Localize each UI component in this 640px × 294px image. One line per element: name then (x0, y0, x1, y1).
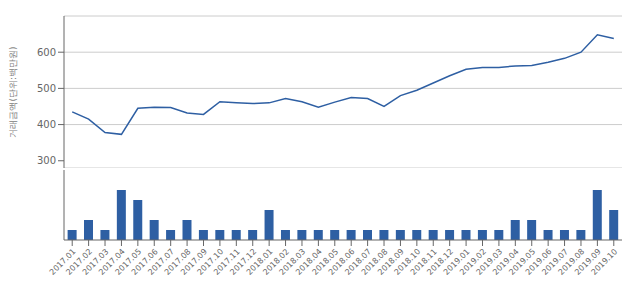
svg-text:2019.05: 2019.05 (507, 247, 538, 277)
svg-text:300: 300 (37, 155, 56, 166)
svg-text:2018.02: 2018.02 (261, 247, 291, 277)
svg-text:2019.03: 2019.03 (474, 247, 505, 277)
svg-text:2018.03: 2018.03 (277, 247, 308, 277)
svg-text:2017.09: 2017.09 (179, 247, 209, 277)
svg-text:2017.12: 2017.12 (228, 247, 259, 277)
svg-text:2019.04: 2019.04 (491, 247, 521, 277)
svg-text:2018.04: 2018.04 (294, 247, 324, 277)
svg-text:2017.07: 2017.07 (146, 247, 177, 277)
svg-text:500: 500 (37, 83, 56, 94)
svg-text:2017.10: 2017.10 (195, 247, 226, 277)
svg-text:2018.01: 2018.01 (244, 247, 275, 277)
svg-text:2017.03: 2017.03 (80, 247, 111, 277)
svg-text:2018.08: 2018.08 (359, 247, 390, 277)
svg-text:2019.07: 2019.07 (540, 247, 570, 277)
svg-text:400: 400 (37, 119, 56, 130)
svg-text:2019.01: 2019.01 (441, 247, 472, 277)
svg-text:600: 600 (37, 47, 56, 58)
svg-text:2017.05: 2017.05 (113, 247, 144, 277)
svg-text:2018.12: 2018.12 (425, 247, 456, 277)
svg-text:2018.11: 2018.11 (408, 247, 439, 277)
svg-text:2018.10: 2018.10 (392, 247, 423, 277)
svg-text:2018.09: 2018.09 (376, 247, 406, 277)
svg-text:2019.08: 2019.08 (556, 247, 587, 277)
svg-text:거래금액(단위:백만원): 거래금액(단위:백만원) (8, 46, 18, 137)
svg-text:2017.01: 2017.01 (47, 247, 78, 277)
svg-text:2017.02: 2017.02 (64, 247, 94, 277)
svg-text:2017.08: 2017.08 (162, 247, 193, 277)
svg-text:2018.05: 2018.05 (310, 247, 341, 277)
svg-text:2017.04: 2017.04 (97, 247, 127, 277)
svg-text:2018.07: 2018.07 (343, 247, 373, 277)
svg-text:2019.10: 2019.10 (589, 247, 619, 277)
svg-text:2019.02: 2019.02 (458, 247, 488, 277)
svg-text:2017.06: 2017.06 (129, 247, 160, 277)
svg-text:2017.11: 2017.11 (212, 247, 242, 277)
svg-text:2019.06: 2019.06 (523, 247, 554, 277)
svg-text:2019.09: 2019.09 (573, 247, 603, 277)
svg-text:2018.06: 2018.06 (326, 247, 357, 277)
